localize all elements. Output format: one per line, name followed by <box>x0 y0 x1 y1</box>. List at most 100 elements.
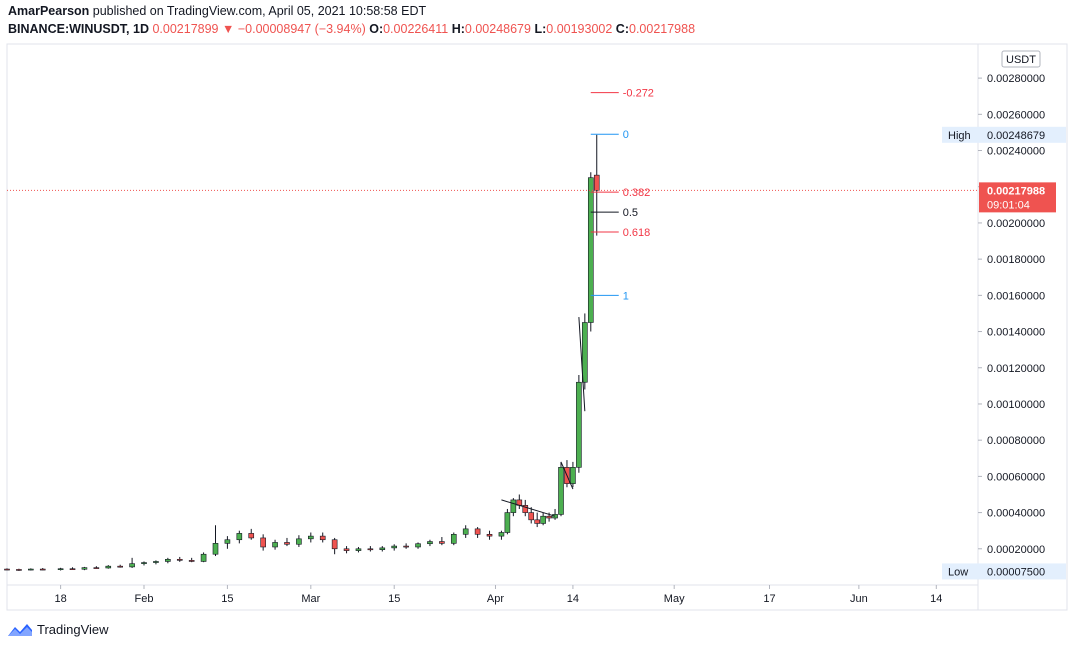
symbol-label: BINANCE:WINUSDT, 1D <box>8 22 149 36</box>
time-tick-label: 14 <box>930 593 942 605</box>
chart-frame <box>6 43 1068 611</box>
candle-body <box>510 499 517 513</box>
candle-body <box>284 542 290 545</box>
candle-body <box>212 543 219 555</box>
candle-body <box>93 567 100 569</box>
candle-body <box>498 532 505 537</box>
open-label: O: <box>369 22 384 36</box>
candle-body <box>319 535 326 541</box>
price-tick-label: 0.00120000 <box>987 363 1045 375</box>
fib-level-label: -0.272 <box>623 88 654 100</box>
time-tick-label: 14 <box>567 593 579 605</box>
low-value: 0.00193002 <box>546 22 613 36</box>
candle-body <box>4 568 10 571</box>
price-tick-label: 0.00040000 <box>987 508 1045 520</box>
candle-body <box>367 548 374 551</box>
last-price-value: 0.00217899 <box>152 22 219 36</box>
last-price-badge-value: 0.00217988 <box>987 185 1045 197</box>
fib-levels-layer: -0.272 0 0.382 0.5 0.618 1 <box>590 88 654 302</box>
publisher-name[interactable]: AmarPearson <box>8 4 90 18</box>
candle-body <box>176 558 183 561</box>
hl-marker-label: High <box>948 130 971 142</box>
time-tick-label: 15 <box>388 593 400 605</box>
brand-label: TradingView <box>37 622 109 637</box>
candle-body <box>81 567 88 570</box>
candle-body <box>474 528 481 535</box>
candle-body <box>308 535 314 540</box>
price-tick-label: 0.00180000 <box>987 254 1045 266</box>
candle-body <box>248 533 255 539</box>
fib-level-label: 0.382 <box>623 187 651 199</box>
fib-level-label: 0.618 <box>623 227 651 239</box>
price-tick-label: 0.00160000 <box>987 290 1045 302</box>
change-value: ▼ −0.00008947 (−3.94%) <box>222 22 366 36</box>
candle-body <box>587 177 594 323</box>
last-price-countdown: 09:01:04 <box>987 199 1030 211</box>
trendline-drawings <box>501 317 586 517</box>
candle-body <box>427 541 433 545</box>
tradingview-logo-icon <box>8 623 32 636</box>
fib-level-label: 0.5 <box>623 207 638 219</box>
high-label: H: <box>451 22 465 36</box>
candle-body <box>272 542 278 548</box>
published-text: published on TradingView.com, April 05, … <box>92 4 427 18</box>
candle-body <box>296 538 302 545</box>
candle-body <box>558 467 564 515</box>
candle-body <box>576 381 582 468</box>
price-tick-label: 0.00100000 <box>987 399 1045 411</box>
candle-body <box>39 568 46 571</box>
candle-body <box>593 174 600 191</box>
price-tick-label: 0.00280000 <box>987 73 1045 85</box>
candle-body <box>540 515 546 524</box>
candle-body <box>439 541 445 544</box>
candle-body <box>534 519 540 524</box>
hl-marker-bg <box>942 563 1066 580</box>
candle-body <box>570 467 576 484</box>
candle-body <box>546 515 552 519</box>
price-tick-label: 0.00200000 <box>987 218 1045 230</box>
time-tick-label: 18 <box>54 593 66 605</box>
open-value: 0.00226411 <box>383 22 449 36</box>
hl-marker-value: 0.00248679 <box>987 130 1045 142</box>
candle-body <box>28 568 34 571</box>
price-tick-label: 0.00080000 <box>987 435 1045 447</box>
candle-body <box>224 539 231 544</box>
candle-body <box>188 560 195 562</box>
candle-body <box>260 537 266 548</box>
candle-body <box>379 547 386 550</box>
time-axis[interactable]: 18 Feb 15 Mar 15 Apr 14 May 17 Jun 14 <box>54 585 942 605</box>
candle-body <box>200 553 207 562</box>
last-price-badge <box>979 182 1056 213</box>
candle-body <box>165 558 171 562</box>
candle-body <box>117 565 123 568</box>
candle-body <box>355 548 362 551</box>
candle-body <box>486 534 493 537</box>
trendline <box>560 461 574 490</box>
time-tick-label: Feb <box>135 593 154 605</box>
candle-body <box>129 563 135 568</box>
price-tick-label: 0.00240000 <box>987 146 1045 158</box>
candle-body <box>153 561 159 563</box>
candle-body <box>528 512 535 521</box>
candle-body <box>450 534 457 544</box>
candle-body <box>16 569 22 571</box>
publish-line: AmarPearson published on TradingView.com… <box>8 4 426 18</box>
candles-layer <box>4 134 978 571</box>
candle-body <box>415 543 421 548</box>
candle-body <box>343 548 350 551</box>
candle-body <box>141 562 147 564</box>
trendline <box>578 317 586 412</box>
fib-level-label: 1 <box>623 290 629 302</box>
fib-level-label: 0 <box>623 129 629 141</box>
ohlc-line: BINANCE:WINUSDT, 1D 0.00217899 ▼ −0.0000… <box>8 22 695 36</box>
candle-body <box>57 568 64 571</box>
hl-marker-bg <box>942 126 1066 143</box>
time-tick-label: Apr <box>487 593 504 605</box>
tradingview-footer[interactable]: TradingView <box>7 622 109 637</box>
hl-marker-value: 0.00007500 <box>987 566 1045 578</box>
close-label: C: <box>615 22 629 36</box>
hl-marker-label: Low <box>948 566 968 578</box>
price-axis[interactable]: 0.00020000 0.00040000 0.00060000 0.00080000… <box>942 50 1066 580</box>
candle-body <box>391 545 398 549</box>
